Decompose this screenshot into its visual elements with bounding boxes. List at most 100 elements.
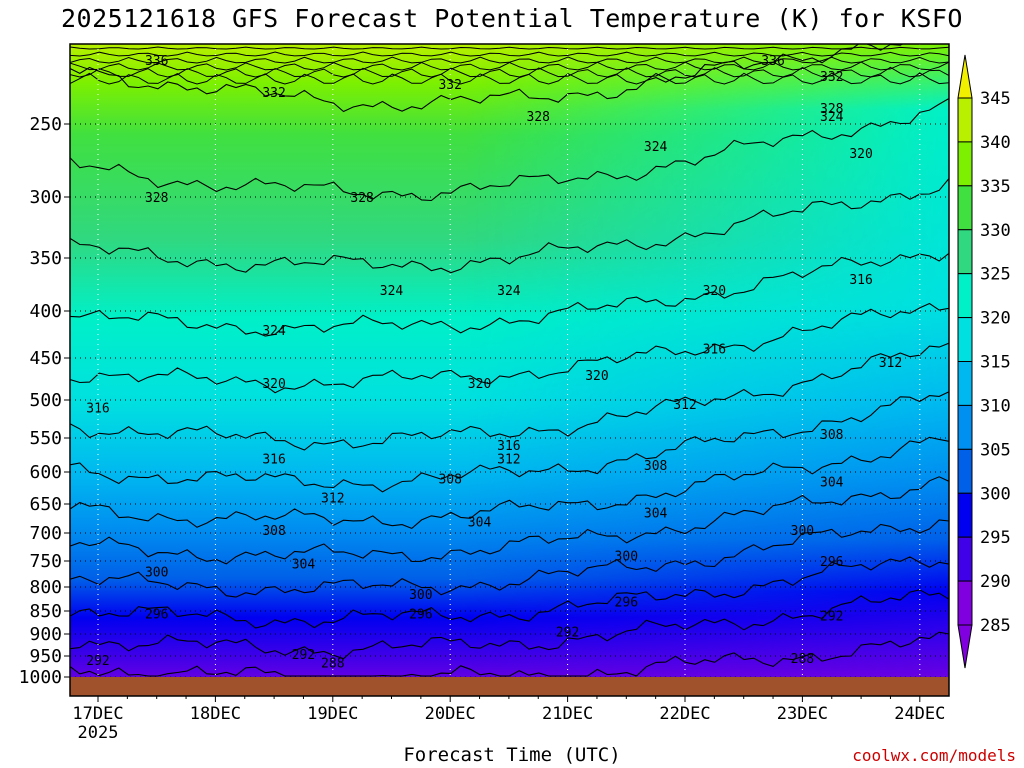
contour-label: 332 [438,78,461,93]
contour-label: 336 [761,54,784,69]
colorbar-tick-label: 345 [980,89,1011,109]
contour-line [70,51,949,57]
y-tick-label: 650 [29,494,62,515]
contour-label: 292 [292,648,315,663]
contour-label: 292 [556,626,579,641]
contour-line [70,66,949,78]
colorbar-tick-label: 315 [980,353,1011,373]
x-axis-label: Forecast Time (UTC) [403,744,621,766]
contour-label: 324 [497,284,521,299]
contour-label: 316 [849,273,872,288]
contour-label: 308 [820,428,843,443]
x-tick-label: 18DEC [190,704,241,724]
colorbar-segment [957,141,973,187]
colorbar-tick-label: 325 [980,265,1011,285]
ground-surface [70,677,949,696]
contour-label: 324 [380,284,404,299]
contour-label: 292 [86,654,109,669]
y-tick-label: 500 [29,390,62,411]
contour-label: 312 [321,492,344,507]
contour-line [70,252,949,337]
colorbar-segment [957,317,973,363]
contour-label: 312 [673,398,696,413]
grid-lines [70,44,949,696]
colorbar-segment [957,404,973,450]
contour-label: 328 [145,191,168,206]
contour-label: 316 [86,402,109,417]
x-tick-label: 19DEC [307,704,358,724]
contour-label: 320 [849,147,872,162]
contour-label: 316 [497,439,520,454]
colorbar-tick-label: 305 [980,440,1011,460]
plot-frame [69,43,950,697]
y-tick-label: 350 [29,248,62,269]
x-tick-label: 23DEC [777,704,828,724]
y-tick-label: 950 [29,646,62,667]
contour-label: 296 [145,607,168,622]
x-tick-label: 22DEC [659,704,710,724]
contour-label: 304 [820,476,844,491]
x-axis: 17DEC 18DEC 19DEC 20DEC 21DEC 22DEC 23DEC 24DEC… [72,696,945,743]
y-tick-label: 550 [29,428,62,449]
contour-label: 312 [497,452,520,467]
contour-label: 320 [703,284,726,299]
contour-line [70,631,949,677]
y-tick-label: 450 [29,348,62,369]
colorbar: 345 340 335 330 325 320 315 310 305 300 295 290 285 [957,54,1011,669]
contour-label: 320 [585,369,608,384]
contour-line [70,342,949,451]
contour-label: 328 [350,191,373,206]
colorbar-segment [957,229,973,275]
colorbar-tick-label: 295 [980,528,1011,548]
x-tick-label: 21DEC [542,704,593,724]
contour-label: 304 [468,515,492,530]
contour-label: 324 [644,140,668,155]
contour-label: 296 [820,555,843,570]
colorbar-tick-label: 285 [980,616,1011,636]
contour-line [70,46,949,50]
colorbar-segment [957,361,973,406]
y-tick-label: 600 [29,462,62,483]
colorbar-tick-label: 335 [980,177,1011,197]
colorbar-segment [957,97,973,143]
contour-line [70,391,949,493]
contour-label: 332 [820,70,843,85]
x-tick-label: 20DEC [425,704,476,724]
colorbar-segment [957,273,973,319]
contour-label: 316 [262,452,285,467]
y-tick-label: 900 [29,624,62,645]
contour-label: 300 [615,549,638,564]
contour-label: 300 [145,565,168,580]
contour-label: 288 [321,656,344,671]
colorbar-tick-label: 320 [980,309,1011,329]
colorbar-segment [957,580,973,626]
y-tick-label: 700 [29,523,62,544]
field-right [70,44,949,696]
contour-label: 296 [615,595,638,610]
x-tick-label: 24DEC [894,704,945,724]
contour-label: 320 [468,377,491,392]
y-tick-label: 250 [29,114,62,135]
colorbar-segment [957,536,973,582]
contour-label: 296 [409,607,432,622]
contour-label: 336 [145,54,168,69]
y-tick-label: 300 [29,187,62,208]
chart-title: 2025121618 GFS Forecast Potential Temper… [61,4,963,33]
plot-area [70,44,949,696]
contour-line [70,476,949,565]
y-tick-label: 400 [29,301,62,322]
colorbar-tick-label: 340 [980,133,1011,153]
contour-label: 304 [292,558,316,573]
contour-label: 300 [409,588,432,603]
contour-label: 328 [527,110,550,125]
contour-line [70,589,949,660]
contour-line [70,519,949,598]
contour-label: 308 [438,472,461,487]
contour-label: 328 [820,102,843,117]
colorbar-tick-label: 310 [980,396,1011,416]
colorbar-tick-label: 300 [980,484,1011,504]
contour-label: 332 [262,86,285,101]
contour-line [70,98,949,202]
